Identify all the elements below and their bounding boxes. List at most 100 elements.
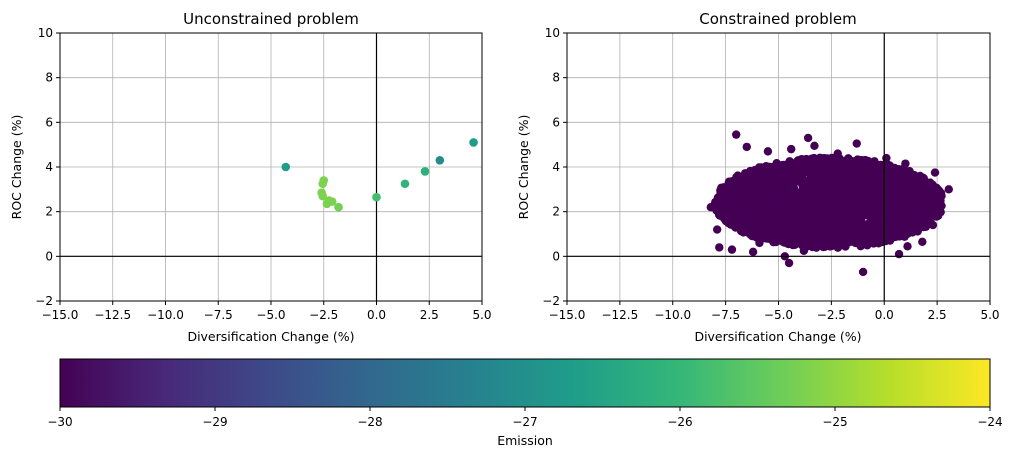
scatter-point	[748, 180, 757, 190]
scatter-point	[867, 195, 877, 204]
y-tick-label: 6	[552, 115, 560, 129]
scatter-point	[872, 162, 882, 171]
scatter-point	[845, 181, 854, 191]
scatter-point	[821, 161, 830, 170]
scatter-point	[928, 220, 938, 230]
y-tick-label: 10	[38, 26, 53, 40]
colorbar: −30 −29 −28 −27 −26 −25 −24 Emission	[47, 358, 1003, 448]
x-tick-label: −15.0	[549, 308, 586, 322]
scatter-point	[815, 191, 824, 200]
scatter-point	[901, 159, 910, 168]
scatter-point	[734, 187, 743, 196]
scatter-point	[819, 209, 829, 219]
y-tick-label: −2	[35, 294, 53, 308]
scatter-point	[322, 199, 332, 209]
scatter-point	[740, 195, 749, 205]
scatter-point	[719, 206, 728, 215]
scatter-point	[916, 175, 925, 184]
scatter-point	[773, 201, 782, 210]
scatter-point	[803, 223, 812, 232]
scatter-point	[810, 141, 819, 150]
x-tick-label: −5.0	[764, 308, 793, 322]
y-tick-label: 8	[552, 71, 560, 85]
scatter-point	[762, 177, 772, 187]
scatter-point	[918, 201, 927, 210]
scatter-point	[885, 201, 894, 210]
scatter-point	[746, 167, 755, 177]
scatter-point	[858, 267, 868, 277]
scatter-point	[918, 190, 927, 199]
scatter-point	[828, 228, 838, 237]
scatter-point	[884, 192, 893, 201]
scatter-point	[799, 246, 809, 255]
scatter-point	[775, 188, 784, 197]
scatter-point	[903, 210, 912, 219]
scatter-point	[712, 225, 722, 234]
scatter-point	[848, 219, 857, 229]
scatter-point	[763, 147, 773, 156]
scatter-point	[781, 238, 790, 247]
scatter-point	[928, 180, 937, 189]
scatter-point	[891, 195, 901, 204]
scatter-point	[851, 238, 860, 248]
scatter-point	[788, 161, 797, 171]
scatter-point	[780, 225, 790, 235]
scatter-point	[944, 185, 953, 194]
scatter-point	[727, 245, 737, 254]
colorbar-tick-label: −29	[202, 415, 227, 429]
x-axis-label: Diversification Change (%)	[694, 329, 861, 344]
scatter-point	[788, 205, 798, 214]
x-tick-label: 5.0	[980, 308, 999, 322]
scatter-point	[318, 191, 327, 201]
scatter-point	[918, 237, 927, 247]
scatter-point	[863, 211, 873, 220]
scatter-point	[733, 171, 743, 180]
scatter-point	[755, 238, 764, 248]
scatter-point	[850, 167, 860, 177]
scatter-point	[715, 243, 724, 252]
x-tick-label: 0.0	[367, 308, 386, 322]
scatter-point	[840, 160, 850, 170]
scatter-point	[798, 178, 808, 187]
colorbar-tick-label: −26	[667, 415, 692, 429]
scatter-point	[784, 258, 794, 268]
scatter-point	[805, 214, 814, 223]
scatter-point	[894, 231, 904, 240]
x-tick-label: 5.0	[472, 308, 491, 322]
colorbar-tick-label: −24	[977, 415, 1002, 429]
scatter-point	[833, 205, 842, 214]
scatter-point	[862, 202, 871, 211]
scatter-point	[815, 175, 825, 185]
scatter-point	[751, 223, 761, 232]
scatter-point	[852, 139, 861, 148]
unconstrained-panel: Unconstrained problem −15.0 −12.5 −10.0 −7.…	[9, 10, 492, 344]
x-tick-label: −7.5	[711, 308, 740, 322]
scatter-point	[846, 232, 856, 242]
scatter-point	[869, 239, 878, 248]
scatter-point	[740, 188, 750, 197]
scatter-point	[730, 222, 740, 231]
scatter-point	[790, 218, 800, 227]
scatter-point	[318, 179, 327, 189]
scatter-point	[818, 242, 828, 252]
scatter-point	[836, 239, 846, 248]
colorbar-tick-label: −25	[822, 415, 847, 429]
scatter-point	[785, 174, 795, 183]
scatter-point	[819, 235, 828, 244]
scatter-point	[919, 208, 929, 217]
grid	[59, 32, 483, 302]
axis-ticks: −15.0 −12.5 −10.0 −7.5 −5.0 −2.5 0.0 2.5 5.0 −2 0 2…	[35, 26, 491, 322]
axis-ticks: −15.0 −12.5 −10.0 −7.5 −5.0 −2.5 0.0 2.5 5.0 −2 0 2…	[542, 26, 999, 322]
scatter-point	[799, 229, 808, 238]
scatter-point	[879, 184, 888, 193]
scatter-point	[759, 218, 769, 227]
scatter-point	[742, 142, 751, 152]
scatter-point	[719, 214, 729, 223]
scatter-points	[281, 138, 478, 212]
x-axis-label: Diversification Change (%)	[187, 329, 354, 344]
scatter-point	[865, 159, 874, 168]
scatter-point	[833, 149, 842, 158]
scatter-point	[856, 213, 865, 222]
scatter-point	[894, 180, 904, 190]
